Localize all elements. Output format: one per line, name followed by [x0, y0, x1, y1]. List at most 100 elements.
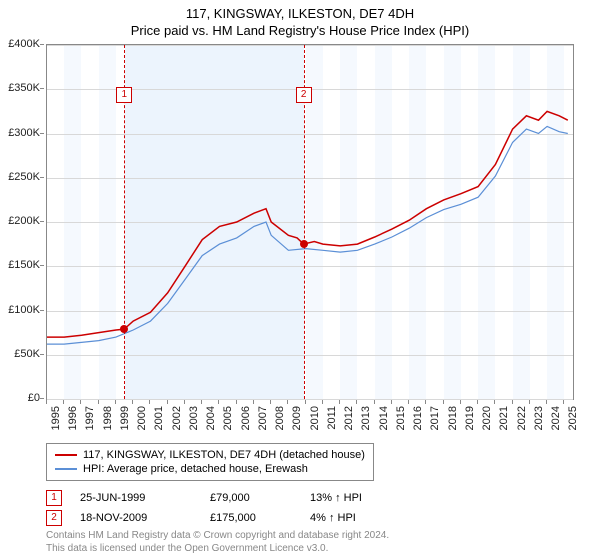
footer: Contains HM Land Registry data © Crown c…	[46, 530, 389, 555]
y-tick-mark	[40, 88, 44, 89]
sale-row: 125-JUN-1999£79,00013% ↑ HPI	[46, 488, 410, 508]
x-tick-mark	[63, 400, 64, 404]
x-tick-label: 2008	[274, 406, 286, 430]
x-tick-label: 2015	[395, 406, 407, 430]
x-tick-label: 2024	[550, 406, 562, 430]
legend-swatch	[55, 468, 77, 470]
sale-marker-box: 1	[116, 87, 132, 103]
x-tick-label: 1995	[50, 406, 62, 430]
legend-swatch	[55, 454, 77, 456]
legend-row: 117, KINGSWAY, ILKESTON, DE7 4DH (detach…	[55, 448, 365, 462]
y-tick-label: £200K	[8, 215, 40, 227]
legend: 117, KINGSWAY, ILKESTON, DE7 4DH (detach…	[46, 443, 374, 481]
x-tick-label: 1997	[84, 406, 96, 430]
legend-label: HPI: Average price, detached house, Erew…	[83, 463, 308, 475]
x-tick-label: 1996	[67, 406, 79, 430]
x-tick-mark	[115, 400, 116, 404]
x-tick-mark	[270, 400, 271, 404]
footer-line2: This data is licensed under the Open Gov…	[46, 543, 389, 556]
y-axis: £0£50K£100K£150K£200K£250K£300K£350K£400…	[0, 44, 44, 400]
y-tick-label: £100K	[8, 304, 40, 316]
x-tick-label: 2025	[567, 406, 579, 430]
plot-area: 12	[46, 44, 574, 400]
y-tick-label: £350K	[8, 82, 40, 94]
y-tick-mark	[40, 265, 44, 266]
x-tick-mark	[391, 400, 392, 404]
y-tick-mark	[40, 177, 44, 178]
x-tick-mark	[287, 400, 288, 404]
sale-marker-box: 2	[296, 87, 312, 103]
sale-price: £79,000	[210, 492, 310, 504]
x-tick-label: 2002	[171, 406, 183, 430]
x-tick-label: 2005	[222, 406, 234, 430]
sale-row-marker: 1	[46, 490, 62, 506]
footer-line1: Contains HM Land Registry data © Crown c…	[46, 530, 389, 543]
x-tick-mark	[149, 400, 150, 404]
chart-container: 117, KINGSWAY, ILKESTON, DE7 4DH Price p…	[0, 0, 600, 560]
y-tick-mark	[40, 44, 44, 45]
y-tick-label: £50K	[14, 348, 40, 360]
x-tick-label: 2006	[240, 406, 252, 430]
x-tick-label: 2017	[429, 406, 441, 430]
y-tick-mark	[40, 133, 44, 134]
x-tick-mark	[236, 400, 237, 404]
x-tick-mark	[305, 400, 306, 404]
x-tick-mark	[494, 400, 495, 404]
sale-row-marker: 2	[46, 510, 62, 526]
sale-diff: 4% ↑ HPI	[310, 512, 410, 524]
x-tick-mark	[425, 400, 426, 404]
sales-table: 125-JUN-1999£79,00013% ↑ HPI218-NOV-2009…	[46, 488, 410, 528]
x-tick-mark	[408, 400, 409, 404]
x-tick-label: 2010	[309, 406, 321, 430]
legend-row: HPI: Average price, detached house, Erew…	[55, 462, 365, 476]
x-tick-mark	[253, 400, 254, 404]
y-tick-label: £300K	[8, 127, 40, 139]
sale-dot	[120, 325, 128, 333]
x-tick-label: 2014	[378, 406, 390, 430]
chart-subtitle: Price paid vs. HM Land Registry's House …	[0, 21, 600, 38]
y-tick-label: £250K	[8, 171, 40, 183]
sale-diff: 13% ↑ HPI	[310, 492, 410, 504]
x-tick-mark	[460, 400, 461, 404]
x-tick-mark	[512, 400, 513, 404]
y-tick-label: £150K	[8, 259, 40, 271]
x-tick-mark	[98, 400, 99, 404]
x-tick-label: 2016	[412, 406, 424, 430]
legend-label: 117, KINGSWAY, ILKESTON, DE7 4DH (detach…	[83, 449, 365, 461]
y-tick-label: £400K	[8, 38, 40, 50]
x-tick-mark	[477, 400, 478, 404]
y-tick-mark	[40, 221, 44, 222]
x-tick-label: 2012	[343, 406, 355, 430]
x-tick-label: 2004	[205, 406, 217, 430]
x-tick-mark	[374, 400, 375, 404]
x-tick-label: 2013	[360, 406, 372, 430]
x-tick-mark	[201, 400, 202, 404]
x-tick-mark	[132, 400, 133, 404]
x-tick-mark	[339, 400, 340, 404]
sale-dot	[300, 240, 308, 248]
x-tick-label: 2000	[136, 406, 148, 430]
y-tick-mark	[40, 310, 44, 311]
y-tick-label: £0	[28, 392, 40, 404]
x-tick-label: 2003	[188, 406, 200, 430]
x-tick-mark	[218, 400, 219, 404]
x-tick-mark	[443, 400, 444, 404]
x-tick-label: 2018	[447, 406, 459, 430]
x-tick-label: 2019	[464, 406, 476, 430]
x-tick-mark	[546, 400, 547, 404]
x-tick-label: 2009	[291, 406, 303, 430]
y-tick-mark	[40, 354, 44, 355]
x-tick-mark	[563, 400, 564, 404]
sale-date: 18-NOV-2009	[80, 512, 210, 524]
x-tick-label: 2023	[533, 406, 545, 430]
x-tick-label: 1998	[102, 406, 114, 430]
x-tick-label: 2020	[481, 406, 493, 430]
x-tick-mark	[167, 400, 168, 404]
x-tick-mark	[356, 400, 357, 404]
chart-title: 117, KINGSWAY, ILKESTON, DE7 4DH	[0, 0, 600, 21]
x-tick-label: 2007	[257, 406, 269, 430]
x-tick-label: 1999	[119, 406, 131, 430]
x-tick-label: 2022	[516, 406, 528, 430]
x-tick-mark	[529, 400, 530, 404]
x-tick-mark	[46, 400, 47, 404]
